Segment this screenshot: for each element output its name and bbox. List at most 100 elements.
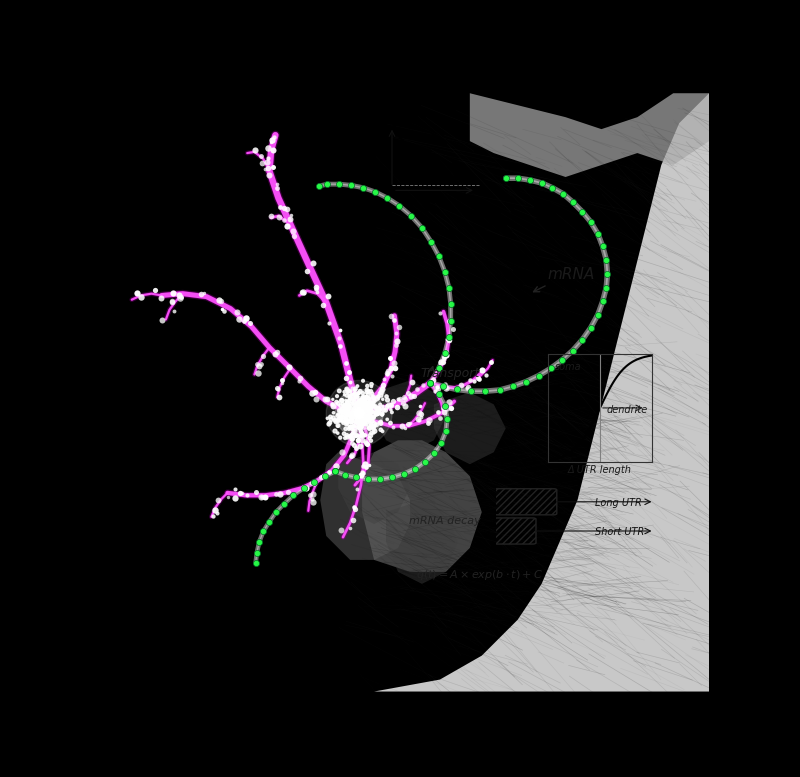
Point [369,186,382,198]
Point [414,400,426,413]
Point [342,403,355,416]
Point [345,409,358,422]
Point [293,375,306,387]
Point [348,384,361,396]
Point [438,399,451,412]
Point [354,385,366,398]
Point [413,414,426,427]
Point [584,216,597,228]
Point [297,482,310,494]
Point [270,488,282,500]
Point [335,394,348,406]
Point [355,434,368,446]
Point [424,377,437,389]
Point [272,211,285,223]
Point [354,405,366,417]
Point [349,409,362,422]
Point [381,399,394,412]
Point [438,351,450,364]
Point [334,404,347,416]
Point [348,439,361,451]
Point [386,370,398,382]
Point [366,401,378,413]
Point [388,357,401,369]
Point [353,410,366,423]
Point [366,397,379,409]
Point [403,416,416,429]
Point [358,458,371,470]
Point [352,400,365,413]
Point [374,473,386,486]
Point [364,412,377,424]
Point [339,407,352,420]
Point [455,379,468,392]
Point [366,390,378,402]
Point [532,369,545,382]
Point [358,400,371,413]
Polygon shape [374,381,446,452]
Point [380,390,393,402]
Point [337,416,350,429]
Point [339,371,352,384]
Point [320,393,333,406]
Point [250,486,262,499]
Point [287,489,300,501]
Point [393,321,406,333]
Point [358,406,370,419]
Point [281,220,294,232]
Point [363,422,376,434]
Point [346,432,359,444]
Point [366,387,378,399]
Point [375,386,388,399]
Point [268,131,281,144]
Point [310,280,322,293]
Point [250,546,263,559]
Point [360,402,373,414]
Point [342,386,354,399]
Point [440,382,453,395]
Point [348,388,361,401]
Point [366,411,379,423]
Point [340,410,353,423]
Point [250,358,263,371]
Point [357,459,370,472]
Point [354,413,367,425]
Point [215,302,228,315]
Point [349,382,362,395]
Point [350,413,363,426]
Point [432,388,445,400]
Point [370,409,382,421]
Point [344,408,357,420]
Point [332,415,345,427]
Point [324,411,337,423]
Point [198,287,210,300]
Point [174,292,186,305]
Point [480,369,493,382]
Point [322,290,334,302]
Point [385,310,398,322]
Point [346,408,358,420]
Point [366,394,378,406]
Point [444,402,457,414]
Point [363,410,376,423]
Point [418,455,431,468]
Point [424,377,437,389]
Point [272,383,285,395]
Point [362,412,375,424]
Point [356,410,369,423]
Point [355,404,368,416]
Point [365,378,378,390]
Point [330,395,343,408]
Point [316,298,329,311]
Point [350,416,362,429]
Point [427,448,440,460]
Text: dendrite: dendrite [606,406,648,416]
Point [360,401,373,413]
Point [436,381,449,393]
Point [390,401,403,413]
Point [372,406,385,419]
Point [274,488,286,500]
Point [442,281,455,294]
Point [333,411,346,423]
Point [346,395,358,408]
